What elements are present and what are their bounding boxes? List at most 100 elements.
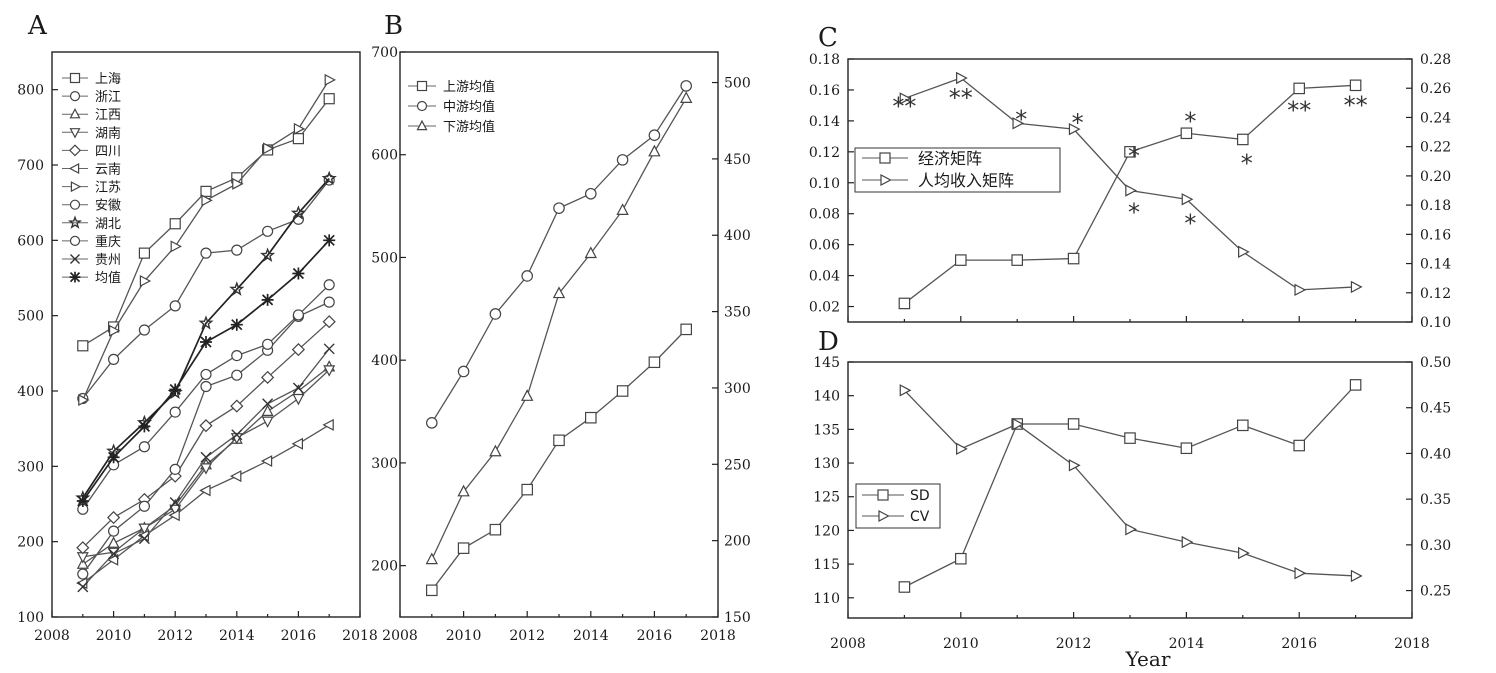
data-point [292, 382, 304, 394]
y-tick-label: 0.16 [809, 83, 840, 99]
series-经济矩阵 [898, 79, 1362, 310]
legend-marker [69, 107, 81, 119]
data-point [291, 437, 303, 450]
data-point [426, 584, 438, 597]
y-right-tick-label: 0.10 [1420, 315, 1451, 331]
data-point [170, 240, 182, 253]
significance-mark: * [1128, 199, 1140, 227]
series-贵州 [77, 343, 335, 593]
data-point [169, 504, 182, 517]
significance-mark: ** [1344, 91, 1368, 119]
series-line [82, 424, 330, 584]
data-point [262, 225, 274, 237]
data-point [1012, 117, 1025, 130]
data-point [553, 434, 565, 447]
data-point [954, 552, 967, 565]
x-tick-label: 2016 [281, 628, 317, 644]
data-point [680, 91, 693, 103]
data-point [139, 275, 152, 288]
data-point [1068, 459, 1081, 472]
legend-marker [69, 199, 81, 210]
data-point [293, 122, 306, 135]
series-line [431, 97, 687, 560]
data-point [138, 247, 150, 259]
series-line [903, 389, 1356, 577]
series-均值 [76, 234, 336, 507]
y-tick-label: 600 [17, 233, 44, 249]
data-point [230, 399, 244, 413]
series-人均收入矩阵 [899, 71, 1363, 297]
data-point [1068, 122, 1081, 136]
panel-d-label: D [818, 327, 839, 357]
data-point [521, 389, 534, 401]
legend-box [855, 483, 941, 529]
legend-label: 安徽 [95, 199, 121, 214]
data-point [260, 455, 273, 468]
data-point [1067, 252, 1080, 265]
series-line [904, 384, 1357, 588]
y-right-tick-label: 0.12 [1420, 286, 1451, 302]
data-point [262, 338, 274, 350]
y-tick-label: 300 [17, 459, 44, 475]
legend-label: 中游均值 [443, 99, 495, 115]
data-point [138, 533, 150, 545]
x-tick-label: 2008 [382, 628, 418, 644]
y-right-tick-label: 0.45 [1420, 401, 1451, 417]
series-四川 [76, 315, 336, 555]
y-tick-label: 700 [371, 45, 398, 61]
y-right-tick-label: 200 [724, 534, 751, 550]
y-tick-label: 145 [813, 355, 840, 371]
y-tick-label: 200 [17, 535, 44, 551]
y-tick-label: 0.14 [809, 114, 840, 130]
data-point [200, 247, 212, 259]
panel-a: A 2008 2010 2012 2014 2016 2018 100 200 300 400 500… [17, 11, 378, 644]
legend-marker [67, 215, 83, 229]
data-point [1180, 442, 1193, 455]
data-point [168, 509, 180, 522]
data-point [290, 205, 307, 220]
legend-label: 江苏 [95, 180, 121, 196]
data-point [1350, 569, 1363, 583]
y-tick-label: 0.10 [809, 176, 840, 192]
y-tick-label: 0.06 [809, 238, 840, 254]
data-point [230, 470, 242, 483]
data-point [169, 218, 181, 230]
data-point [616, 203, 629, 215]
data-point [322, 418, 334, 431]
legend-marker [68, 144, 82, 157]
data-point [107, 353, 120, 365]
y-tick-label: 0.18 [809, 52, 840, 68]
data-point [1180, 127, 1193, 140]
data-point [169, 463, 181, 475]
data-point [200, 451, 212, 463]
legend-marker [69, 90, 81, 102]
data-point [107, 536, 120, 548]
data-point [1067, 418, 1080, 430]
series-下游均值 [425, 91, 693, 565]
data-point [489, 308, 502, 320]
y-right-tick-label: 0.25 [1420, 584, 1451, 600]
panel-d-frame [847, 361, 1413, 619]
data-point [262, 398, 274, 410]
x-tick-label: 2010 [96, 628, 132, 644]
legend-marker [70, 181, 82, 193]
panel-b: B 2008 2010 2012 2014 2016 2018 200 300 400 500 600… [371, 11, 750, 644]
y-tick-label: 0.02 [809, 300, 840, 316]
series-line [431, 85, 687, 424]
panel-c-label: C [818, 23, 838, 53]
data-point [425, 552, 438, 565]
x-tick-label: 2018 [1394, 636, 1430, 652]
y-tick-label: 800 [17, 83, 44, 99]
panel-a-frame [51, 51, 361, 618]
data-point [457, 484, 470, 497]
x-tick-label: 2016 [1281, 636, 1317, 652]
data-point [106, 553, 119, 566]
y-tick-label: 0.04 [809, 269, 840, 285]
data-point [584, 187, 597, 200]
y-tick-label: 0.12 [809, 145, 840, 161]
data-point [489, 444, 502, 457]
significance-mark: * [1072, 109, 1084, 137]
x-tick-label: 2014 [219, 628, 255, 644]
